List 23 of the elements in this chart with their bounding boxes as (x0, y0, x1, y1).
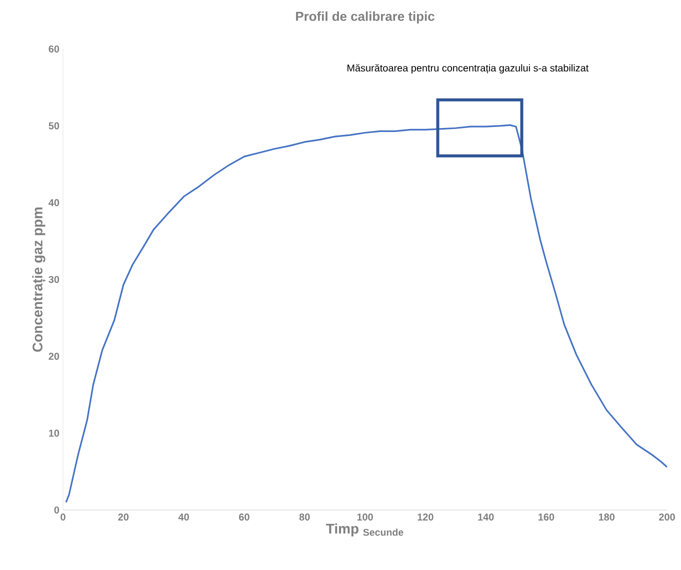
y-axis-title: Concentrație gaz ppm (32, 208, 46, 352)
x-tick-label: 80 (299, 514, 310, 521)
x-tick-label: 100 (357, 514, 373, 521)
x-tick-label: 140 (478, 514, 494, 521)
y-tick-label: 20 (48, 352, 60, 360)
y-tick-label: 10 (49, 430, 60, 437)
x-tick-label: 60 (239, 514, 250, 521)
x-axis-title: Timp $_{Secunde}$ (326, 523, 404, 536)
line-series (65, 124, 668, 504)
y-tick-label: 40 (48, 199, 60, 206)
x-tick-label: 120 (418, 514, 434, 521)
x-tick-label: 180 (598, 514, 615, 521)
y-tick-label: 0 (54, 506, 60, 514)
chart-title: Profil de calibrare tipic (296, 11, 434, 24)
y-tick-label: 60 (48, 45, 60, 53)
y-tick-label: 30 (48, 276, 60, 284)
x-tick-label: 0 (60, 514, 66, 521)
y-tick-label: 50 (48, 122, 60, 130)
x-tick-label: 40 (178, 514, 189, 521)
x-tick-label: 160 (538, 514, 554, 521)
annotation: Măsurătoarea pentru concentrația gazului s-a stabilizat (347, 64, 589, 74)
x-tick-label: 20 (118, 514, 129, 521)
x-tick-label: 200 (659, 514, 675, 521)
